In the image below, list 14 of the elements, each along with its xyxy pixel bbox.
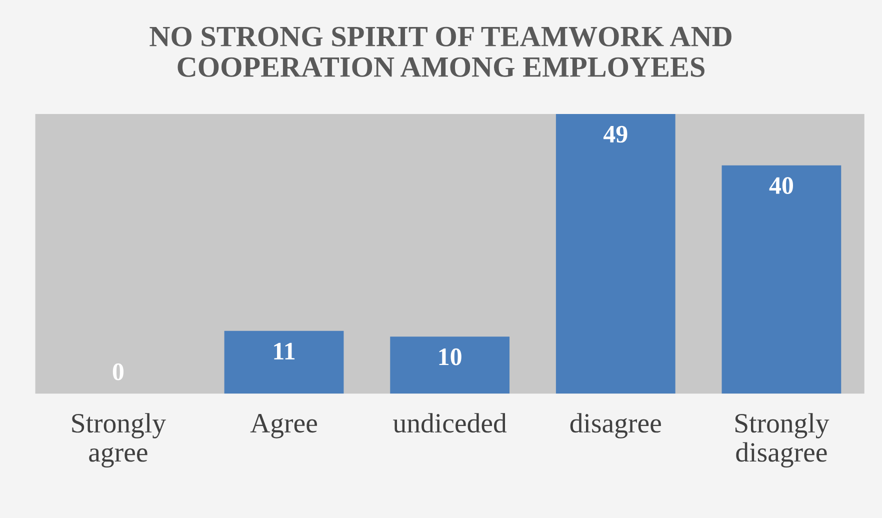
x-tick-label: undiceded <box>393 413 507 433</box>
data-label: 11 <box>274 342 295 360</box>
x-tick-label: disagree <box>570 413 661 438</box>
bar <box>390 336 510 394</box>
bar <box>224 330 344 394</box>
x-tick-label: Strongly disagree <box>735 413 830 468</box>
data-label: 40 <box>769 177 793 194</box>
data-label: 49 <box>603 126 628 143</box>
bar <box>556 114 676 394</box>
x-tick-label: Strongly agree <box>72 413 166 468</box>
bar <box>722 165 842 394</box>
data-label: 10 <box>439 348 462 366</box>
x-tick-label: Agree <box>250 414 317 438</box>
chart-title: NO STRONG SPIRIT OF TEAMWORK AND COOPERATION AMONG EMPLOYEES <box>150 26 732 77</box>
